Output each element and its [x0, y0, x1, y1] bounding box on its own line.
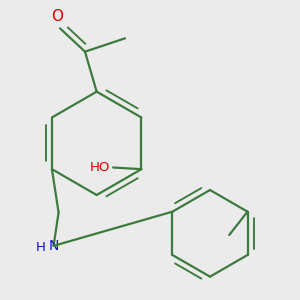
Text: H: H: [35, 241, 45, 254]
Text: O: O: [51, 9, 63, 24]
Text: N: N: [48, 239, 59, 253]
Text: HO: HO: [89, 161, 110, 174]
